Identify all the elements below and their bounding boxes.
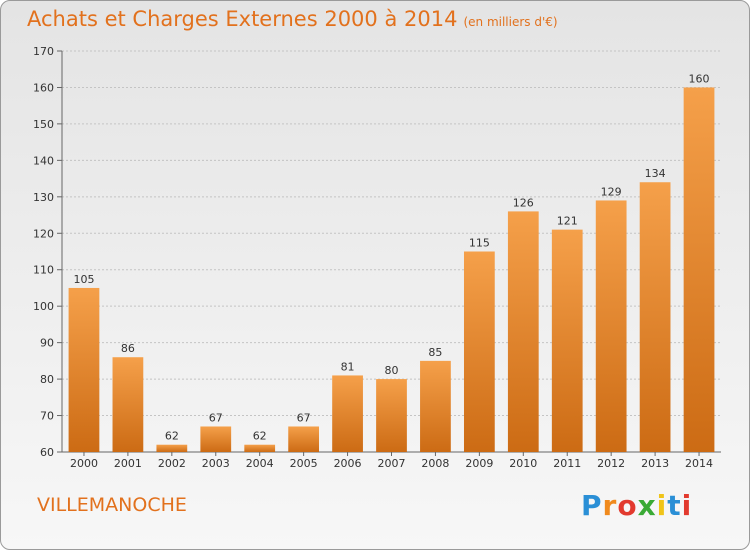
y-tick-label: 120 [33,227,54,240]
data-label-2007: 80 [385,364,399,377]
x-tick-label-2010: 2010 [509,457,537,470]
bar-2001 [112,357,144,452]
data-label-2003: 67 [209,411,223,424]
logo-letter: t [667,489,682,522]
y-tick-label: 150 [33,118,54,131]
data-label-2012: 129 [601,185,622,198]
y-tick-label: 170 [33,45,54,58]
data-label-2008: 85 [428,346,442,359]
x-tick-label-2011: 2011 [553,457,581,470]
bar-2004 [244,444,276,452]
x-tick-label-2005: 2005 [290,457,318,470]
bar-2005 [288,426,320,452]
y-tick-label: 160 [33,81,54,94]
bar-2013 [639,182,671,452]
logo-letter: P [581,489,603,522]
bar-2007 [376,379,407,452]
data-label-2000: 105 [73,273,94,286]
y-tick-label: 130 [33,191,54,204]
labels: 105 2000 86 2001 62 2002 67 2003 62 2004 67 2005 81 2… [70,72,713,470]
data-label-2002: 62 [165,430,179,443]
y-tick-label: 60 [40,446,54,459]
data-label-2013: 134 [645,167,666,180]
data-label-2004: 62 [253,430,267,443]
y-tick-label: 140 [33,154,54,167]
logo-letter: o [617,489,638,522]
bar-2006 [332,375,363,452]
x-tick-label-2004: 2004 [246,457,274,470]
x-tick-label-2003: 2003 [202,457,230,470]
x-tick-label-2002: 2002 [158,457,186,470]
bar-2009 [463,251,495,452]
x-tick-label-2006: 2006 [334,457,362,470]
x-tick-label-2009: 2009 [465,457,493,470]
bar-2012 [595,200,627,452]
x-tick-label-2007: 2007 [378,457,406,470]
y-tick-label: 80 [40,373,54,386]
proxiti-logo: Proxiti [581,489,692,522]
data-label-2005: 67 [297,411,311,424]
chart-title: Achats et Charges Externes 2000 à 2014 [27,7,458,31]
chart-unit-label: (en milliers d'€) [463,15,558,29]
x-tick-label-2013: 2013 [641,457,669,470]
bars [68,87,715,453]
data-label-2010: 126 [513,196,534,209]
y-tick-label: 70 [40,410,54,423]
x-tick-label-2001: 2001 [114,457,142,470]
bar-2010 [507,211,539,452]
logo-letter: r [602,489,618,522]
x-tick-label-2000: 2000 [70,457,98,470]
x-tick-label-2012: 2012 [597,457,625,470]
data-label-2006: 81 [341,360,355,373]
data-label-2009: 115 [469,237,490,250]
y-tick-label: 110 [33,264,54,277]
x-tick-label-2014: 2014 [685,457,713,470]
logo-letter: i [681,489,693,522]
chart-title-block: Achats et Charges Externes 2000 à 2014 (e… [27,7,558,31]
x-tick-label-2008: 2008 [421,457,449,470]
y-tick-label: 100 [33,300,54,313]
data-label-2011: 121 [557,215,578,228]
y-tick-label: 90 [40,337,54,350]
bar-2008 [420,360,451,452]
bar-2002 [156,444,188,452]
bar-2011 [551,229,583,452]
data-label-2001: 86 [121,342,135,355]
bar-2014 [683,87,715,453]
bar-2003 [200,426,232,452]
logo-letter: i [656,489,668,522]
commune-name: VILLEMANOCHE [37,494,187,516]
logo-letter: x [637,489,657,522]
bar-2000 [68,287,100,452]
data-label-2014: 160 [689,72,710,85]
